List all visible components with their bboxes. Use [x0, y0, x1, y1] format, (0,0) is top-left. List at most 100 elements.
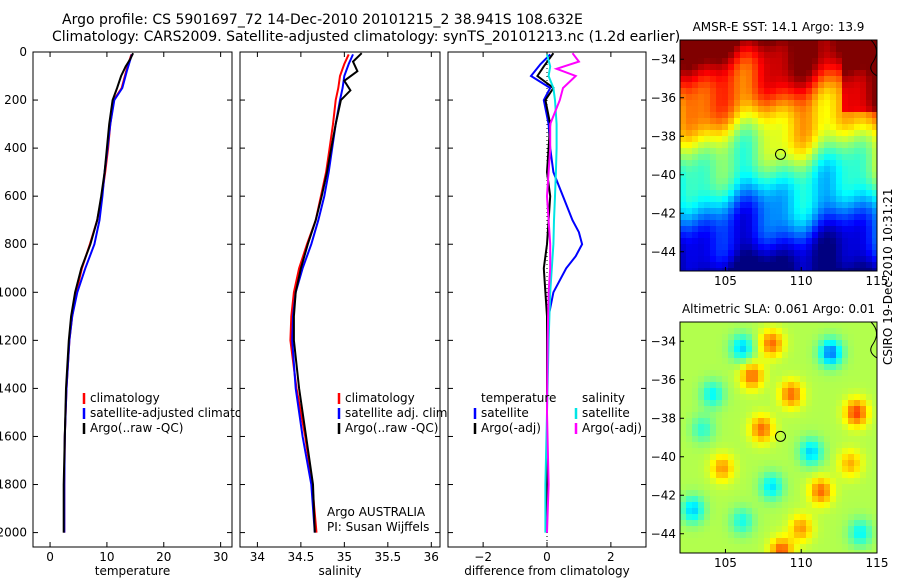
sla_map-cell: [776, 502, 783, 509]
sla_map-cell: [824, 382, 831, 389]
sst_map-cell: [752, 184, 759, 191]
sla_map-cell: [686, 430, 693, 437]
sst_map-cell: [770, 178, 777, 185]
sst_map-cell: [872, 244, 878, 251]
sst_map-cell: [764, 88, 771, 95]
sst_map-cell: [716, 142, 723, 149]
sla_map-cell: [866, 376, 873, 383]
sst_map-cell: [728, 130, 735, 137]
sla_map-cell: [746, 442, 753, 449]
sla_map-cell: [854, 424, 861, 431]
sst_map-cell: [866, 136, 873, 143]
sla_map-cell: [818, 520, 825, 527]
sst_map-ytick-label: −36: [651, 91, 676, 105]
sst_map-cell: [800, 202, 807, 209]
sla_map-cell: [800, 364, 807, 371]
sst_map-cell: [794, 238, 801, 245]
sst_map-cell: [752, 142, 759, 149]
sst_map-cell: [842, 106, 849, 113]
sla_map-cell: [680, 346, 687, 353]
sst_map-cell: [782, 226, 789, 233]
sst_map-cell: [782, 52, 789, 59]
sst_map-cell: [800, 172, 807, 179]
sla_map-cell: [776, 526, 783, 533]
sst_map-cell: [710, 262, 717, 269]
sst_map-cell: [710, 106, 717, 113]
sst_map-cell: [806, 70, 813, 77]
sla_map-cell: [722, 484, 729, 491]
sla_map-cell: [818, 364, 825, 371]
sst_map-cell: [872, 88, 878, 95]
sst_map-cell: [854, 238, 861, 245]
sla_map-cell: [716, 526, 723, 533]
sst_map-cell: [860, 136, 867, 143]
sst_map-cell: [824, 262, 831, 269]
sst_map-cell: [734, 88, 741, 95]
sst_map-cell: [698, 118, 705, 125]
sst_map-cell: [806, 166, 813, 173]
sla_map-cell: [728, 544, 735, 551]
sst_map-cell: [758, 208, 765, 215]
sst_map-cell: [800, 124, 807, 131]
sst_map-cell: [692, 52, 699, 59]
sla_map-cell: [680, 394, 687, 401]
salinity-xtick-label: 34.5: [288, 550, 315, 564]
sst_map-cell: [770, 244, 777, 251]
sst_map-cell: [740, 232, 747, 239]
sst_map-cell: [710, 268, 717, 272]
sla_map-cell: [680, 400, 687, 407]
sst_map-cell: [818, 220, 825, 227]
sla_map-cell: [824, 514, 831, 521]
sst_map-cell: [824, 46, 831, 53]
sla_map-cell: [734, 418, 741, 425]
sst_map-cell: [698, 208, 705, 215]
sst_map-cell: [848, 202, 855, 209]
sla_map-cell: [770, 400, 777, 407]
sla_map-cell: [734, 544, 741, 551]
sla_map-cell: [854, 358, 861, 365]
sla_map-cell: [860, 478, 867, 485]
sla_map-cell: [800, 484, 807, 491]
sst_map-cell: [782, 112, 789, 119]
sst_map-cell: [830, 142, 837, 149]
sst_map-cell: [860, 148, 867, 155]
sst_map-ytick-label: −42: [651, 206, 676, 220]
sla_map-cell: [818, 466, 825, 473]
sst_map-cell: [680, 166, 687, 173]
sst_map-cell: [824, 142, 831, 149]
sst_map-cell: [788, 112, 795, 119]
sst_map-cell: [860, 238, 867, 245]
sla_map-cell: [782, 490, 789, 497]
sla_map-cell: [818, 334, 825, 341]
sla_map-cell: [800, 508, 807, 515]
sst_map-cell: [866, 124, 873, 131]
difference-xtick-label: 2: [607, 550, 615, 564]
sla_map-cell: [740, 424, 747, 431]
sla_map-cell: [866, 364, 873, 371]
sst_map-cell: [740, 238, 747, 245]
sla_map-cell: [698, 508, 705, 515]
sst_map-cell: [680, 148, 687, 155]
sst_map-cell: [770, 88, 777, 95]
sst_map-cell: [710, 82, 717, 89]
sla_map-cell: [866, 418, 873, 425]
sst_map-cell: [854, 112, 861, 119]
sla_map-cell: [746, 532, 753, 539]
sst_map-cell: [680, 244, 687, 251]
sst_map-cell: [800, 136, 807, 143]
sla_map-cell: [860, 472, 867, 479]
sst_map-cell: [716, 154, 723, 161]
sla_map-cell: [722, 322, 729, 329]
sla_map-cell: [704, 358, 711, 365]
sst_map-cell: [764, 94, 771, 101]
sst_map-cell: [734, 262, 741, 269]
sst_map-cell: [692, 214, 699, 221]
sla_map-cell: [680, 478, 687, 485]
sla_map-cell: [824, 430, 831, 437]
difference-xtick-label: 0: [543, 550, 551, 564]
sst_map-cell: [758, 88, 765, 95]
sla_map-cell: [848, 346, 855, 353]
sla_map-cell: [848, 394, 855, 401]
sst_map-cell: [866, 202, 873, 209]
sst_map-cell: [722, 82, 729, 89]
